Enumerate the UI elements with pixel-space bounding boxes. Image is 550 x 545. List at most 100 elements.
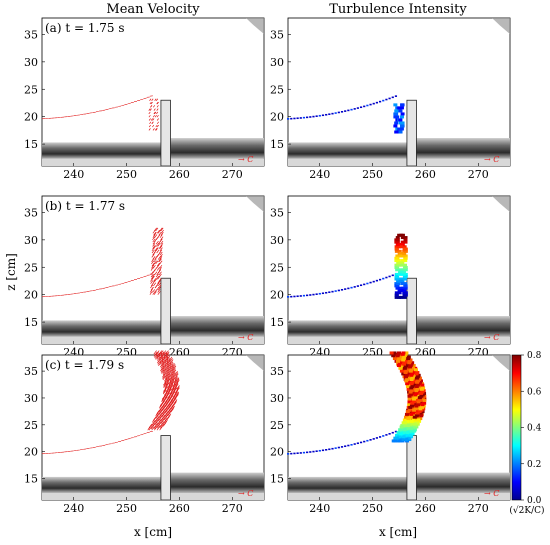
turbulence-cell (412, 397, 417, 401)
velocity-vector (148, 423, 153, 428)
turbulence-cell (391, 274, 394, 277)
velocity-vector (156, 101, 159, 105)
velocity-vector (151, 260, 155, 265)
turbulence-cell (407, 397, 412, 401)
image-artifact (246, 355, 264, 371)
velocity-vector (160, 229, 164, 234)
turbulence-cell (395, 286, 400, 290)
velocity-vector (171, 405, 175, 410)
turbulence-cell (406, 436, 411, 440)
turbulence-cell (299, 295, 302, 297)
velocity-vector (162, 365, 166, 370)
turbulence-cell (414, 404, 419, 408)
velocity-vector (152, 238, 156, 243)
velocity-vector (150, 280, 154, 284)
velocity-vector (152, 234, 156, 238)
turbulence-cell (403, 259, 408, 263)
velocity-vector (173, 395, 178, 400)
turbulence-cell (356, 107, 359, 109)
turbulence-cell (414, 389, 419, 393)
velocity-vector (152, 128, 155, 131)
turbulence-cell (394, 247, 399, 251)
channel-floor-left (288, 142, 407, 159)
turbulence-cell (399, 263, 404, 267)
turbulence-cell (287, 453, 290, 455)
turbulence-cell (402, 428, 407, 432)
y-tick-label: 25 (24, 261, 38, 274)
turbulence-cell (403, 415, 408, 419)
velocity-vector (167, 385, 171, 390)
velocity-vector (159, 227, 163, 232)
turbulence-cell (396, 263, 401, 267)
turbulence-cell (394, 293, 399, 297)
turbulence-cell (290, 117, 293, 120)
velocity-vector (151, 258, 155, 262)
turbulence-cell (400, 259, 405, 263)
velocity-vector (151, 426, 155, 431)
velocity-vector (164, 419, 168, 424)
velocity-vector (153, 282, 157, 287)
turbulence-cell (416, 400, 421, 404)
velocity-vector (158, 278, 162, 282)
velocity-vector (153, 278, 157, 282)
velocity-vector (174, 388, 179, 394)
colorbar-tick-label: 0.4 (527, 424, 542, 434)
turbulence-cell (408, 433, 413, 437)
turbulence-cell (397, 252, 402, 256)
turbulence-cell (396, 279, 401, 283)
x-tick-label: 250 (116, 168, 137, 181)
y-tick-label: 20 (24, 111, 38, 124)
velocity-vector (167, 373, 171, 378)
turbulence-cell (397, 249, 402, 253)
turbulence-cell (397, 233, 402, 237)
velocity-vector (165, 387, 170, 392)
turbulence-cell (409, 382, 414, 386)
turbulence-cell (397, 295, 402, 299)
velocity-vector (157, 291, 161, 295)
velocity-vector (168, 381, 172, 386)
turbulence-cell (396, 261, 401, 265)
velocity-vector (155, 247, 159, 252)
turbulence-cell (419, 414, 424, 418)
turbulence-cell (418, 417, 423, 421)
image-artifact (246, 196, 264, 212)
image-artifact (492, 196, 510, 212)
base-plate (42, 158, 264, 166)
velocity-vector (154, 128, 158, 131)
velocity-vector (164, 383, 168, 388)
turbulence-cell (394, 121, 399, 125)
velocity-vector (159, 256, 163, 260)
turbulence-cell (405, 431, 410, 435)
y-axis-label: z [cm] (4, 253, 18, 291)
velocity-vector (169, 368, 174, 373)
turbulence-cell (394, 284, 399, 288)
velocity-vector (160, 351, 165, 356)
y-tick-label: 15 (270, 316, 284, 329)
gate-plate (160, 99, 171, 167)
velocity-vector (156, 124, 159, 128)
velocity-vector (168, 396, 172, 401)
turbulence-cell (404, 379, 409, 383)
turbulence-cell (369, 439, 372, 441)
turbulence-cell (407, 394, 412, 398)
turbulence-cell (394, 259, 399, 263)
velocity-vector (166, 377, 171, 382)
velocity-vector (168, 356, 173, 361)
turbulence-cell (409, 426, 414, 430)
velocity-vector (163, 382, 167, 387)
turbulence-cell (394, 263, 399, 267)
turbulence-cell (414, 421, 419, 425)
turbulence-cell (306, 116, 309, 119)
turbulence-cell (393, 439, 398, 443)
velocity-vector (176, 378, 180, 383)
velocity-vector (165, 352, 169, 357)
velocity-vector (155, 128, 158, 131)
velocity-vector (165, 350, 169, 355)
turbulence-cell (403, 236, 408, 240)
panel-c-velocity: → C 240 250 260 270 15 20 25 30 35 (c) t = 1.79 s (24, 350, 265, 515)
velocity-vector (166, 376, 170, 381)
turbulence-cell (410, 432, 415, 436)
velocity-vector (165, 404, 169, 409)
velocity-vector (164, 394, 169, 399)
y-tick-label: 30 (270, 234, 284, 247)
